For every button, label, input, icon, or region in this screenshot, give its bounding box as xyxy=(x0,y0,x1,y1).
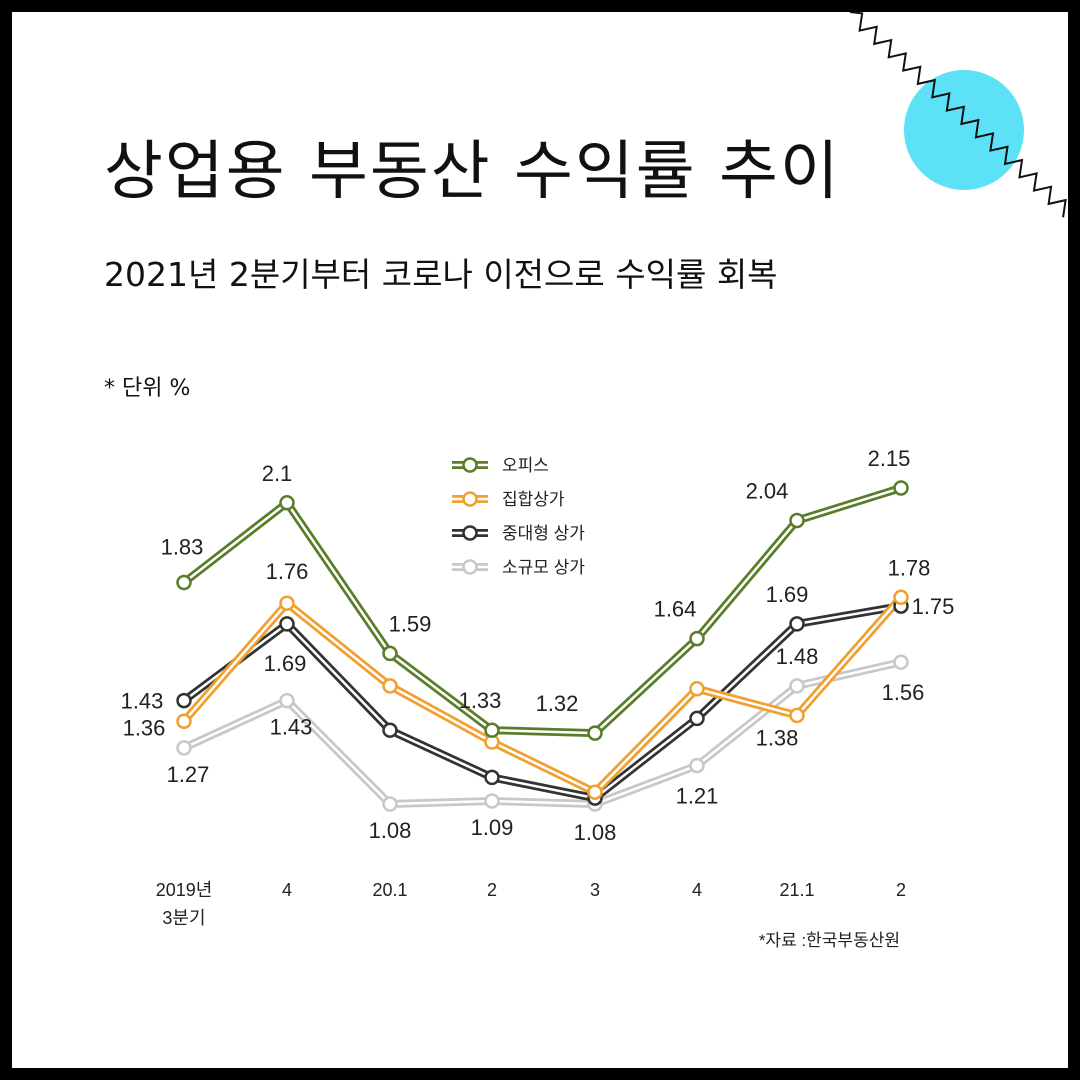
accent-circle xyxy=(904,70,1024,190)
x-tick-label: 2 xyxy=(487,880,497,900)
data-point xyxy=(689,710,705,727)
data-point xyxy=(176,574,192,591)
data-label: 1.43 xyxy=(121,689,164,714)
series-line-inner xyxy=(183,486,902,735)
data-point xyxy=(484,722,500,738)
data-point xyxy=(789,512,805,529)
legend-label: 소규모 상가 xyxy=(502,558,585,577)
data-point xyxy=(279,692,295,709)
x-tick-label: 3분기 xyxy=(162,908,205,928)
series-line-inner xyxy=(183,596,902,794)
data-point xyxy=(789,707,805,724)
data-label: 1.75 xyxy=(912,594,955,619)
page-subtitle: 2021년 2분기부터 코로나 이전으로 수익률 회복 xyxy=(104,255,778,294)
data-label: 1.33 xyxy=(459,688,502,713)
data-label: 1.56 xyxy=(882,680,925,705)
legend-marker xyxy=(462,457,478,473)
data-point xyxy=(789,678,805,694)
data-label: 1.21 xyxy=(676,784,719,809)
series-line-inner xyxy=(183,660,902,806)
legend-item: 중대형 상가 xyxy=(452,524,585,543)
data-point xyxy=(893,480,909,496)
data-point xyxy=(279,495,295,511)
x-tick-label: 4 xyxy=(692,880,702,900)
data-label: 1.59 xyxy=(389,611,432,636)
data-point xyxy=(484,769,500,786)
data-point xyxy=(789,616,805,632)
data-label: 2.1 xyxy=(262,461,293,486)
data-point xyxy=(893,654,909,670)
data-point xyxy=(382,722,398,738)
data-point xyxy=(382,796,398,812)
data-label: 1.38 xyxy=(756,725,799,750)
legend-marker xyxy=(462,491,478,507)
data-label: 1.48 xyxy=(776,644,819,669)
source-note: *자료 :한국부동산원 xyxy=(759,931,900,950)
data-label: 1.76 xyxy=(266,559,309,584)
page-title: 상업용 부동산 수익률 추이 xyxy=(104,135,841,209)
data-label: 1.27 xyxy=(167,762,210,787)
data-point xyxy=(689,681,705,697)
zigzag-line xyxy=(849,12,1067,218)
legend-item: 오피스 xyxy=(452,456,549,475)
data-label: 1.08 xyxy=(369,818,412,843)
data-point xyxy=(176,740,192,756)
x-tick-label: 21.1 xyxy=(779,880,814,900)
data-label: 1.69 xyxy=(264,651,307,676)
data-label: 2.15 xyxy=(868,446,911,471)
data-label: 1.36 xyxy=(123,715,166,740)
legend-item: 집합상가 xyxy=(452,490,565,509)
card: 상업용 부동산 수익률 추이 2021년 2분기부터 코로나 이전으로 수익률 … xyxy=(12,12,1068,1068)
x-tick-label: 4 xyxy=(282,880,292,900)
data-point xyxy=(587,725,603,741)
x-tick-label: 2019년 xyxy=(156,880,213,900)
data-point xyxy=(484,793,500,809)
series-lines xyxy=(180,484,905,808)
data-label: 1.32 xyxy=(536,691,579,716)
series-line-inner xyxy=(183,604,902,800)
data-point xyxy=(382,645,398,662)
x-tick-label: 20.1 xyxy=(372,880,407,900)
data-point xyxy=(689,757,705,774)
legend-label: 집합상가 xyxy=(502,490,565,509)
data-point xyxy=(689,630,705,647)
data-label: 1.64 xyxy=(654,597,697,622)
legend-marker xyxy=(462,525,478,541)
data-label: 1.83 xyxy=(161,535,204,560)
x-axis: 2019년 3분기 4 20.1 2 3 4 21.1 2 xyxy=(156,880,906,928)
data-point xyxy=(279,595,295,611)
legend-label: 중대형 상가 xyxy=(502,524,585,543)
data-label: 1.43 xyxy=(270,715,313,740)
data-label: 1.09 xyxy=(471,815,514,840)
data-point xyxy=(176,692,192,709)
data-label: 1.69 xyxy=(766,582,809,607)
data-point xyxy=(382,678,398,694)
data-point xyxy=(587,784,603,800)
data-labels: 1.27 1.43 1.08 1.09 1.08 1.21 1.48 1.56 1.43 1.69… xyxy=(121,446,955,845)
data-label: 2.04 xyxy=(746,479,789,504)
legend-item: 소규모 상가 xyxy=(452,558,585,577)
data-label: 1.78 xyxy=(888,555,931,580)
legend-label: 오피스 xyxy=(502,456,549,475)
data-point xyxy=(279,616,295,632)
unit-note: * 단위 % xyxy=(104,376,191,401)
data-point xyxy=(176,713,192,730)
legend-marker xyxy=(462,559,478,575)
data-label: 1.08 xyxy=(574,820,617,845)
series-points xyxy=(176,480,909,812)
data-point xyxy=(893,589,909,606)
x-tick-label: 2 xyxy=(896,880,906,900)
decoration xyxy=(849,12,1067,218)
x-tick-label: 3 xyxy=(590,880,600,900)
